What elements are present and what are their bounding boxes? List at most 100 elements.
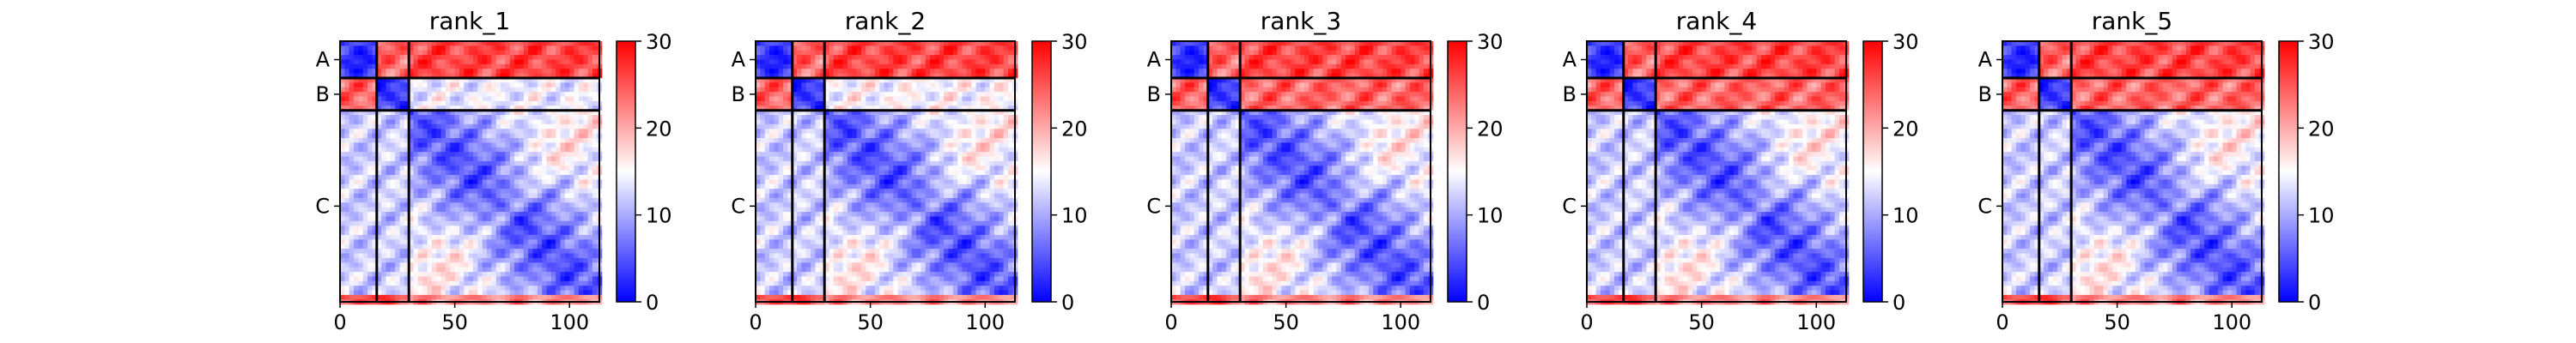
heatmap-cell (874, 175, 880, 181)
heatmap-cell (856, 105, 862, 111)
heatmap-cell (971, 92, 977, 98)
heatmap-cell (381, 142, 387, 148)
heatmap-cell (542, 69, 548, 75)
heatmap-cell (532, 105, 538, 111)
heatmap-cell (550, 156, 556, 162)
heatmap-cell (962, 55, 968, 61)
heatmap-cell (459, 96, 465, 102)
heatmap-cell (578, 239, 584, 245)
heatmap-cell (774, 137, 780, 143)
heatmap-cell (487, 45, 492, 51)
heatmap-cell (550, 152, 556, 158)
heatmap-cell (884, 55, 890, 61)
heatmap-cell (884, 92, 890, 98)
heatmap-cell (833, 152, 839, 158)
heatmap-cell (916, 133, 922, 139)
heatmap-cell (569, 189, 575, 195)
heatmap-cell (376, 280, 382, 286)
heatmap-cell (487, 262, 492, 268)
heatmap-cell (824, 105, 830, 111)
heatmap-cell (454, 272, 460, 278)
heatmap-cell (454, 234, 460, 240)
heatmap-cell (897, 87, 903, 93)
heatmap-cell (993, 105, 999, 111)
heatmap-cell (980, 78, 986, 84)
heatmap-cell (897, 115, 903, 121)
heatmap-cell (916, 160, 922, 166)
heatmap-cell (436, 152, 442, 158)
heatmap-cell (939, 129, 945, 135)
heatmap-cell (514, 129, 520, 135)
heatmap-cell (487, 142, 492, 148)
heatmap-cell (454, 59, 460, 65)
heatmap-cell (344, 267, 350, 273)
heatmap-cell (815, 165, 821, 172)
heatmap-cell (893, 110, 899, 116)
heatmap-cell (971, 87, 977, 93)
heatmap-cell (532, 137, 538, 143)
heatmap-cell (856, 55, 862, 61)
heatmap-cell (556, 276, 562, 282)
heatmap-cell (413, 290, 419, 296)
heatmap-cell (390, 272, 396, 278)
heatmap-cell (829, 110, 835, 116)
heatmap-cell (349, 290, 355, 296)
heatmap-cell (889, 147, 894, 153)
heatmap-cell (815, 152, 821, 158)
heatmap-cell (505, 202, 511, 208)
heatmap-cell (528, 230, 534, 236)
heatmap-cell (838, 96, 844, 102)
heatmap-cell (952, 147, 958, 153)
heatmap-cell (354, 69, 359, 75)
heatmap-cell (889, 55, 894, 61)
heatmap-cell (824, 160, 830, 166)
heatmap-cell (764, 59, 770, 65)
heatmap-cell (760, 59, 766, 65)
heatmap-cell (523, 63, 529, 69)
heatmap-cell (560, 41, 566, 46)
heatmap-cell (477, 170, 483, 176)
heatmap-cell (427, 73, 433, 79)
heatmap-cell (413, 105, 419, 111)
heatmap-cell (592, 234, 598, 240)
heatmap-cell (560, 193, 566, 199)
chain-label-A: A (316, 48, 331, 72)
heatmap-cell (436, 156, 442, 162)
heatmap-cell (975, 175, 981, 181)
heatmap-cell (523, 160, 529, 166)
heatmap-cell (459, 294, 465, 300)
heatmap-cell (592, 119, 598, 125)
heatmap-cell (523, 110, 529, 116)
heatmap-cell (829, 175, 835, 181)
heatmap-cell (560, 87, 566, 93)
heatmap-cell (824, 78, 830, 84)
heatmap-cell (578, 45, 584, 51)
heatmap-cell (587, 234, 593, 240)
heatmap-cell (962, 142, 968, 148)
heatmap-cell (344, 147, 350, 153)
heatmap-cell (934, 50, 940, 56)
heatmap-cell (390, 105, 396, 111)
heatmap-cell (916, 78, 922, 84)
heatmap-cell (592, 78, 598, 84)
heatmap-cell (376, 96, 382, 102)
heatmap-cell (980, 137, 986, 143)
heatmap-cell (546, 137, 552, 143)
heatmap-cell (537, 92, 543, 98)
heatmap-cell (856, 100, 862, 106)
heatmap-cell (344, 110, 350, 116)
heatmap-cell (787, 96, 793, 102)
heatmap-cell (431, 55, 437, 61)
heatmap-cell (495, 142, 501, 148)
heatmap-cell (487, 100, 492, 106)
heatmap-cell (440, 82, 447, 88)
heatmap-cell (413, 280, 419, 286)
heatmap-cell (966, 137, 972, 143)
heatmap-cell (482, 262, 488, 268)
heatmap-cell (870, 137, 876, 143)
heatmap-cell (801, 63, 807, 69)
heatmap-cell (482, 276, 488, 282)
heatmap-cell (528, 202, 534, 208)
heatmap-cell (386, 156, 392, 162)
heatmap-cell (587, 78, 593, 84)
